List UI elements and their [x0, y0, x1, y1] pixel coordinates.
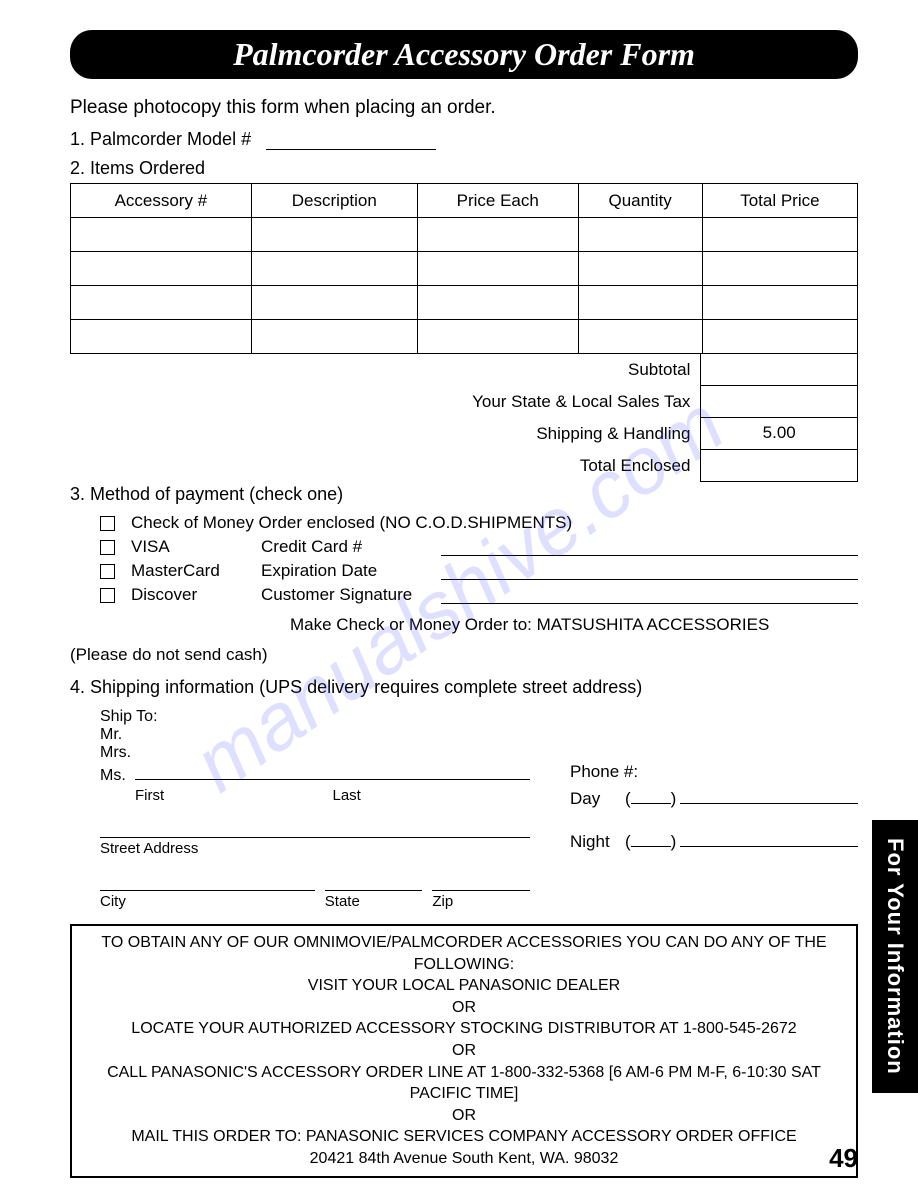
info-or: OR	[82, 1040, 846, 1062]
expiration-date-label: Expiration Date	[261, 561, 441, 581]
info-line-3: LOCATE YOUR AUTHORIZED ACCESSORY STOCKIN…	[82, 1018, 846, 1040]
info-line-4: CALL PANASONIC'S ACCESSORY ORDER LINE AT…	[82, 1062, 846, 1105]
info-or: OR	[82, 997, 846, 1019]
payment-method-heading: 3. Method of payment (check one)	[70, 484, 858, 505]
model-number-input[interactable]	[266, 132, 436, 150]
info-line-5: MAIL THIS ORDER TO: PANASONIC SERVICES C…	[82, 1126, 846, 1148]
info-box: TO OBTAIN ANY OF OUR OMNIMOVIE/PALMCORDE…	[70, 924, 858, 1178]
page-number: 49	[829, 1143, 858, 1174]
col-description: Description	[251, 184, 417, 218]
total-enclosed-label: Total Enclosed	[70, 450, 700, 482]
side-tab: For Your Information	[872, 820, 918, 1093]
last-label: Last	[333, 787, 531, 804]
visa-label: VISA	[131, 537, 261, 557]
items-table: Accessory # Description Price Each Quant…	[70, 183, 858, 354]
day-phone-input[interactable]	[680, 788, 858, 804]
col-quantity: Quantity	[578, 184, 702, 218]
city-input[interactable]	[100, 871, 315, 891]
phone-label: Phone #:	[570, 762, 858, 782]
col-price-each: Price Each	[417, 184, 578, 218]
visa-checkbox[interactable]	[100, 540, 115, 555]
check-money-order-checkbox[interactable]	[100, 516, 115, 531]
shipping-label: Shipping & Handling	[70, 418, 700, 450]
table-header-row: Accessory # Description Price Each Quant…	[71, 184, 858, 218]
subtotal-label: Subtotal	[70, 354, 700, 386]
total-enclosed-input[interactable]	[700, 450, 858, 482]
shipping-info-heading: 4. Shipping information (UPS delivery re…	[70, 677, 858, 698]
mrs-label: Mrs.	[100, 744, 858, 762]
paren-close: )	[671, 832, 677, 852]
state-input[interactable]	[325, 871, 423, 891]
street-address-label: Street Address	[100, 840, 530, 857]
state-label: State	[325, 893, 423, 910]
col-accessory: Accessory #	[71, 184, 252, 218]
zip-input[interactable]	[432, 871, 530, 891]
tax-label: Your State & Local Sales Tax	[70, 386, 700, 418]
first-label: First	[135, 787, 333, 804]
ship-to-label: Ship To:	[100, 708, 858, 726]
city-label: City	[100, 893, 315, 910]
col-total-price: Total Price	[702, 184, 857, 218]
info-or: OR	[82, 1105, 846, 1127]
zip-label: Zip	[432, 893, 530, 910]
items-ordered-label: 2. Items Ordered	[70, 158, 858, 179]
customer-signature-input[interactable]	[441, 586, 858, 604]
table-row[interactable]	[71, 286, 858, 320]
tax-input[interactable]	[700, 386, 858, 418]
form-title: Palmcorder Accessory Order Form	[70, 30, 858, 79]
subtotal-input[interactable]	[700, 354, 858, 386]
info-line-6: 20421 84th Avenue South Kent, WA. 98032	[82, 1148, 846, 1170]
expiration-date-input[interactable]	[441, 562, 858, 580]
credit-card-number-label: Credit Card #	[261, 537, 441, 557]
mr-label: Mr.	[100, 726, 858, 744]
info-line-1: TO OBTAIN ANY OF OUR OMNIMOVIE/PALMCORDE…	[82, 932, 846, 975]
table-row[interactable]	[71, 320, 858, 354]
day-phone-label: Day	[570, 789, 625, 809]
night-area-code-input[interactable]	[631, 831, 671, 847]
check-money-order-label: Check of Money Order enclosed (NO C.O.D.…	[131, 513, 572, 533]
name-input[interactable]	[135, 762, 530, 780]
make-check-text: Make Check or Money Order to: MATSUSHITA…	[290, 615, 858, 635]
paren-close: )	[671, 789, 677, 809]
no-cash-text: (Please do not send cash)	[70, 645, 858, 665]
discover-label: Discover	[131, 585, 261, 605]
day-area-code-input[interactable]	[631, 788, 671, 804]
street-address-input[interactable]	[100, 818, 530, 838]
ms-label: Ms.	[100, 767, 135, 785]
shipping-value: 5.00	[700, 418, 858, 450]
table-row[interactable]	[71, 252, 858, 286]
discover-checkbox[interactable]	[100, 588, 115, 603]
model-number-line: 1. Palmcorder Model #	[70, 129, 858, 150]
customer-signature-label: Customer Signature	[261, 585, 441, 605]
mastercard-label: MasterCard	[131, 561, 261, 581]
intro-text: Please photocopy this form when placing …	[70, 97, 858, 119]
night-phone-label: Night	[570, 832, 625, 852]
credit-card-number-input[interactable]	[441, 538, 858, 556]
model-number-label: 1. Palmcorder Model #	[70, 129, 251, 149]
mastercard-checkbox[interactable]	[100, 564, 115, 579]
info-line-2: VISIT YOUR LOCAL PANASONIC DEALER	[82, 975, 846, 997]
table-row[interactable]	[71, 218, 858, 252]
night-phone-input[interactable]	[680, 831, 858, 847]
